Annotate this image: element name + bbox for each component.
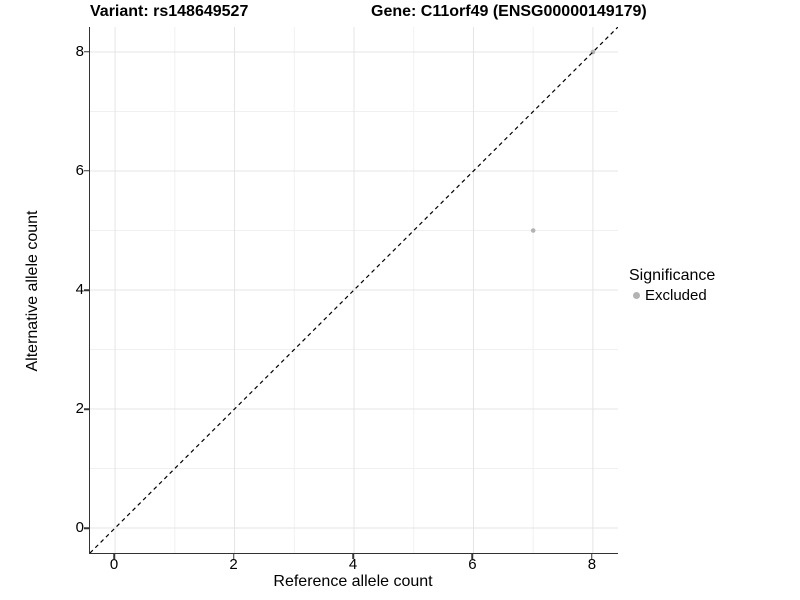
y-tick-label: 8 [75, 42, 84, 60]
x-tick-mark [591, 554, 593, 559]
x-axis-title: Reference allele count [273, 573, 433, 590]
y-tick-label: 2 [75, 400, 84, 417]
y-tick-label: 0 [75, 519, 84, 536]
y-tick-label: 6 [75, 161, 84, 179]
plot-canvas [90, 27, 618, 553]
x-tick-mark [232, 554, 235, 559]
x-tick-mark [471, 554, 474, 559]
plot-title-variant: Variant: rs148649527 [90, 3, 249, 20]
plot-title-gene: Gene: C11orf49 (ENSG00000149179) [371, 3, 647, 20]
x-tick-label: 8 [587, 556, 597, 573]
x-tick-mark [113, 554, 115, 559]
x-tick-label: 6 [468, 556, 477, 573]
y-tick-mark [84, 170, 89, 172]
x-tick-label: 0 [109, 556, 119, 573]
x-tick-label: 4 [348, 556, 358, 573]
y-tick-mark [84, 289, 89, 291]
legend-title: Significance [629, 267, 716, 284]
x-tick-label: 2 [229, 556, 238, 573]
excluded-point-icon [633, 292, 640, 299]
data-point [530, 228, 536, 233]
y-tick-mark [84, 408, 89, 410]
y-tick-label: 4 [75, 281, 84, 298]
legend-item-excluded: Excluded [629, 287, 715, 304]
legend: Significance Excluded [629, 267, 715, 304]
x-tick-mark [352, 554, 354, 559]
legend-item-label: Excluded [645, 287, 707, 304]
y-axis-title: Alternative allele count [24, 210, 41, 372]
plot-panel [89, 27, 618, 554]
y-tick-mark [84, 51, 89, 53]
y-tick-mark [84, 527, 89, 529]
